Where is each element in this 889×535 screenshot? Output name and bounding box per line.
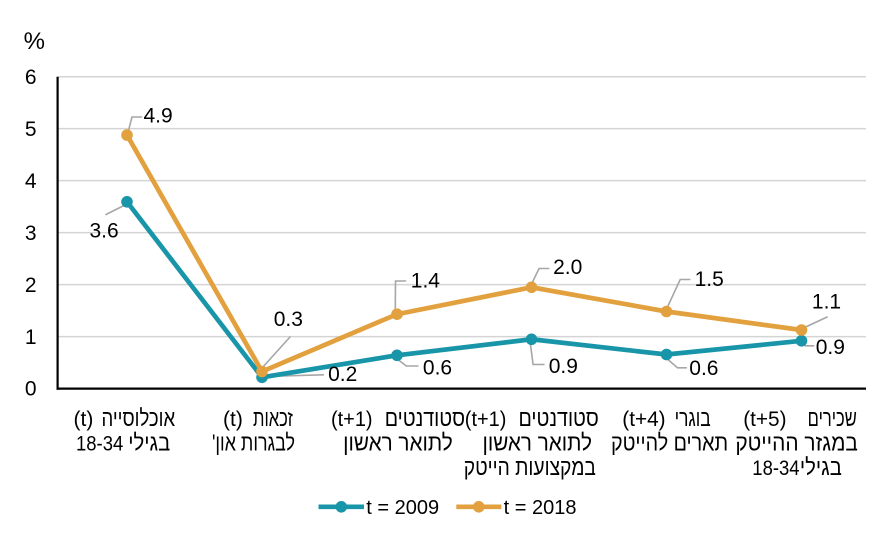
svg-text:(t): (t) — [74, 408, 94, 431]
svg-text:במקצועות הייטק: במקצועות הייטק — [464, 455, 596, 480]
svg-text:בגילי: בגילי — [800, 454, 842, 481]
svg-text:t = 2018: t = 2018 — [504, 497, 577, 519]
svg-text:(t+5): (t+5) — [743, 408, 786, 431]
svg-text:t = 2009: t = 2009 — [366, 497, 439, 519]
svg-text:תארים להייטק: תארים להייטק — [611, 430, 728, 456]
svg-text:לתואר ראשון: לתואר ראשון — [482, 429, 592, 455]
svg-text:4: 4 — [25, 170, 37, 193]
svg-text:זכאות: זכאות — [253, 406, 293, 431]
svg-text:סטודנטים: סטודנטים — [385, 405, 465, 431]
svg-text:1: 1 — [25, 326, 37, 349]
svg-text:2: 2 — [25, 274, 37, 297]
svg-text:לתואר ראשון: לתואר ראשון — [343, 429, 453, 455]
svg-text:0.9: 0.9 — [549, 355, 578, 378]
svg-text:2.0: 2.0 — [553, 256, 582, 279]
svg-text:3.6: 3.6 — [90, 219, 119, 242]
svg-text:%: % — [24, 28, 45, 55]
svg-text:סטודנטים: סטודנטים — [518, 405, 598, 431]
svg-text:0: 0 — [25, 378, 37, 401]
svg-text:(t+4): (t+4) — [622, 408, 665, 431]
svg-text:0.3: 0.3 — [274, 308, 303, 331]
svg-text:בוגרי: בוגרי — [675, 407, 711, 432]
svg-text:שכירים: שכירים — [808, 406, 857, 431]
svg-text:0.2: 0.2 — [328, 363, 357, 386]
svg-text:1.1: 1.1 — [812, 291, 841, 314]
svg-text:(t): (t) — [223, 408, 243, 431]
svg-text:לבגרות און': לבגרות און' — [212, 430, 295, 456]
svg-text:(t+1): (t+1) — [331, 407, 373, 431]
svg-text:אוכלוסייה: אוכלוסייה — [101, 406, 175, 431]
svg-text:1.4: 1.4 — [411, 270, 441, 293]
svg-text:18-34: 18-34 — [76, 432, 123, 455]
svg-text:5: 5 — [25, 118, 37, 141]
svg-text:4.9: 4.9 — [144, 104, 173, 127]
svg-text:18-34: 18-34 — [752, 457, 799, 480]
svg-text:3: 3 — [25, 222, 37, 245]
svg-text:0.6: 0.6 — [689, 357, 718, 380]
svg-text:0.6: 0.6 — [423, 356, 452, 379]
svg-text:1.5: 1.5 — [695, 268, 724, 291]
svg-text:במגזר ההייטק: במגזר ההייטק — [735, 429, 858, 455]
svg-text:בגילי: בגילי — [128, 429, 170, 456]
svg-text:6: 6 — [25, 66, 37, 89]
svg-text:0.9: 0.9 — [816, 336, 845, 359]
svg-text:(t+1): (t+1) — [465, 407, 507, 431]
